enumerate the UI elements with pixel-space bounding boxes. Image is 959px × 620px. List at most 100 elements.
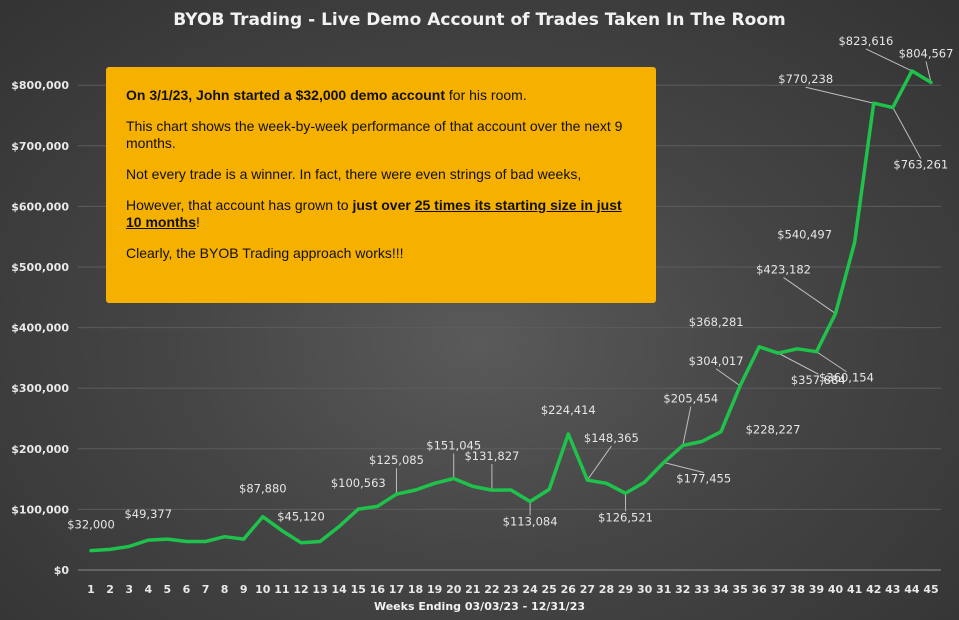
data-label: $131,827	[464, 449, 519, 463]
x-tick-label: 1	[87, 583, 95, 596]
data-label: $100,563	[331, 476, 386, 490]
y-tick-label: $700,000	[11, 140, 69, 153]
x-tick-label: 22	[484, 583, 499, 596]
label-leader-lines	[395, 48, 932, 516]
x-tick-label: 28	[599, 583, 614, 596]
note-text: !	[196, 214, 200, 230]
x-tick-label: 14	[332, 583, 348, 596]
x-tick-label: 17	[389, 583, 404, 596]
leader-line	[783, 277, 836, 314]
x-tick-label: 31	[656, 583, 671, 596]
x-tick-label: 15	[351, 583, 366, 596]
x-tick-label: 39	[809, 583, 824, 596]
series-line	[89, 69, 933, 553]
y-tick-label: $0	[54, 564, 70, 577]
x-tick-label: 21	[465, 583, 480, 596]
data-label: $224,414	[541, 403, 596, 417]
y-tick-label: $400,000	[11, 322, 69, 335]
y-tick-label: $600,000	[11, 200, 69, 213]
series-line-path	[89, 69, 933, 553]
x-tick-label: 40	[828, 583, 844, 596]
x-tick-label: 32	[675, 583, 690, 596]
data-label: $125,085	[369, 453, 424, 467]
leader-line	[892, 107, 922, 159]
annotation-box: On 3/1/23, John started a $32,000 demo a…	[106, 67, 656, 303]
data-label: $177,455	[676, 471, 731, 485]
x-tick-label: 37	[771, 583, 786, 596]
x-tick-label: 7	[202, 583, 210, 596]
x-tick-label: 44	[904, 583, 920, 596]
x-tick-label: 9	[240, 583, 248, 596]
data-label: $304,017	[689, 354, 744, 368]
x-tick-label: 30	[637, 583, 653, 596]
x-tick-label: 29	[618, 583, 633, 596]
y-axis-ticks: $0 $100,000 $200,000 $300,000 $400,000 $500,0…	[11, 79, 69, 577]
x-tick-label: 33	[694, 583, 709, 596]
data-label: $151,045	[426, 438, 481, 452]
x-tick-label: 38	[790, 583, 805, 596]
x-tick-label: 8	[221, 583, 229, 596]
x-tick-label: 2	[106, 583, 114, 596]
data-label: $540,497	[777, 227, 832, 241]
x-tick-label: 10	[255, 583, 271, 596]
x-tick-label: 25	[542, 583, 557, 596]
leader-line	[778, 352, 819, 375]
x-tick-label: 11	[274, 583, 289, 596]
data-label: $423,182	[756, 263, 811, 277]
leader-line	[865, 48, 913, 72]
leader-line	[805, 86, 874, 104]
x-tick-label: 3	[125, 583, 133, 596]
note-paragraph-3: Not every trade is a winner. In fact, th…	[126, 166, 582, 182]
x-tick-label: 35	[732, 583, 747, 596]
note-highlight-start: On 3/1/23, John started a $32,000 demo a…	[126, 87, 446, 103]
note-underline: 25 times its starting size in just 10 mo…	[126, 197, 622, 230]
x-tick-label: 45	[923, 583, 938, 596]
x-tick-label: 20	[446, 583, 462, 596]
y-tick-label: $500,000	[11, 261, 69, 274]
data-label: $205,454	[663, 391, 718, 405]
y-tick-label: $200,000	[11, 443, 69, 456]
x-tick-label: 36	[752, 583, 768, 596]
note-paragraph-2: This chart shows the week-by-week perfor…	[126, 118, 623, 151]
data-label: $87,880	[239, 482, 287, 496]
x-tick-label: 24	[522, 583, 538, 596]
data-label: $113,084	[503, 514, 558, 528]
x-tick-label: 5	[164, 583, 172, 596]
data-label: $126,521	[598, 510, 653, 524]
leader-line	[586, 445, 612, 481]
data-label: $32,000	[67, 518, 115, 532]
x-tick-label: 27	[580, 583, 595, 596]
leader-line	[925, 61, 932, 83]
x-tick-label: 13	[312, 583, 327, 596]
data-label: $770,238	[778, 72, 833, 86]
note-text: However, that account has grown to	[126, 197, 353, 213]
data-label: $360,154	[819, 371, 874, 385]
note-text: for his room.	[445, 87, 527, 103]
x-tick-label: 6	[183, 583, 191, 596]
y-tick-label: $300,000	[11, 382, 69, 395]
data-label: $148,365	[584, 431, 639, 445]
x-tick-label: 42	[866, 583, 881, 596]
data-label: $804,567	[899, 46, 954, 60]
x-tick-label: 18	[408, 583, 423, 596]
data-labels: $32,000 $49,377 $87,880 $45,120 $100,563 $125…	[67, 34, 953, 532]
data-label: $823,616	[838, 34, 893, 48]
x-tick-label: 23	[503, 583, 518, 596]
x-tick-label: 12	[293, 583, 308, 596]
data-label: $368,281	[689, 315, 744, 329]
x-tick-label: 26	[561, 583, 577, 596]
data-label: $357,884	[791, 373, 846, 387]
data-label: $45,120	[277, 510, 325, 524]
data-label: $763,261	[893, 157, 948, 171]
y-tick-label: $800,000	[11, 79, 69, 92]
x-tick-label: 4	[144, 583, 152, 596]
x-tick-label: 41	[847, 583, 862, 596]
data-label: $228,227	[746, 423, 801, 437]
note-bold: just over	[352, 197, 415, 213]
leader-line	[816, 351, 847, 373]
x-tick-label: 16	[370, 583, 386, 596]
x-tick-label: 34	[713, 583, 729, 596]
x-axis-ticks: 1 2 3 4 5 6 7 8 9 10 11 12 13 14 15 16 17 18 19 20 21 22 23 24 2…	[87, 583, 938, 596]
data-label: $49,377	[124, 507, 172, 521]
